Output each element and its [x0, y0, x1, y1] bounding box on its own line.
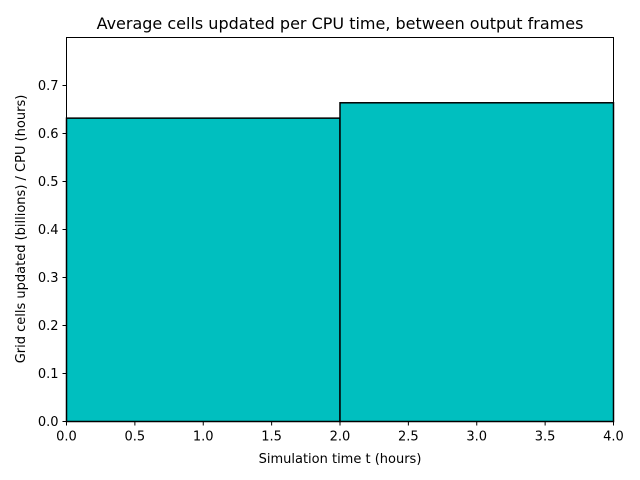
y-tick-label: 0.6 [38, 127, 59, 142]
y-tick-label: 0.3 [38, 271, 59, 286]
y-tick-label: 0.7 [38, 79, 59, 94]
bar-1 [65, 117, 341, 423]
x-tick-label: 4.0 [603, 430, 624, 445]
y-axis-title: Grid cells updated (billions) / CPU (hou… [14, 95, 29, 364]
x-axis-ticks: 0.0 0.5 1.0 1.5 2.0 2.5 3.0 3.5 4.0 [56, 421, 624, 445]
y-tick-label: 0.5 [38, 175, 59, 190]
x-tick-label: 3.5 [535, 430, 556, 445]
y-tick-label: 0.4 [38, 223, 59, 238]
x-tick-label: 0.5 [125, 430, 146, 445]
x-axis-title: Simulation time t (hours) [259, 452, 422, 467]
bar-2 [339, 102, 615, 423]
x-tick-label: 1.0 [193, 430, 214, 445]
x-tick-label: 3.0 [466, 430, 487, 445]
y-tick-label: 0.2 [38, 319, 59, 334]
x-tick-label: 1.5 [261, 430, 282, 445]
x-tick-label: 2.0 [330, 430, 351, 445]
y-axis-ticks: 0.0 0.1 0.2 0.3 0.4 0.5 0.6 0.7 [38, 79, 67, 430]
x-tick-label: 0.0 [56, 430, 77, 445]
x-tick-label: 2.5 [398, 430, 419, 445]
y-tick-label: 0.1 [38, 367, 59, 382]
chart-title: Average cells updated per CPU time, betw… [97, 14, 584, 33]
bars-layer [65, 102, 615, 423]
y-tick-label: 0.0 [38, 415, 59, 430]
